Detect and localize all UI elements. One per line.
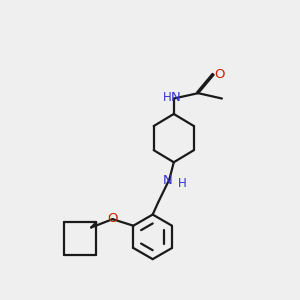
Text: H: H	[163, 91, 172, 103]
Text: O: O	[107, 212, 118, 225]
Text: H: H	[177, 177, 186, 190]
Text: O: O	[214, 68, 225, 81]
Text: N: N	[170, 91, 180, 103]
Text: N: N	[163, 174, 173, 187]
